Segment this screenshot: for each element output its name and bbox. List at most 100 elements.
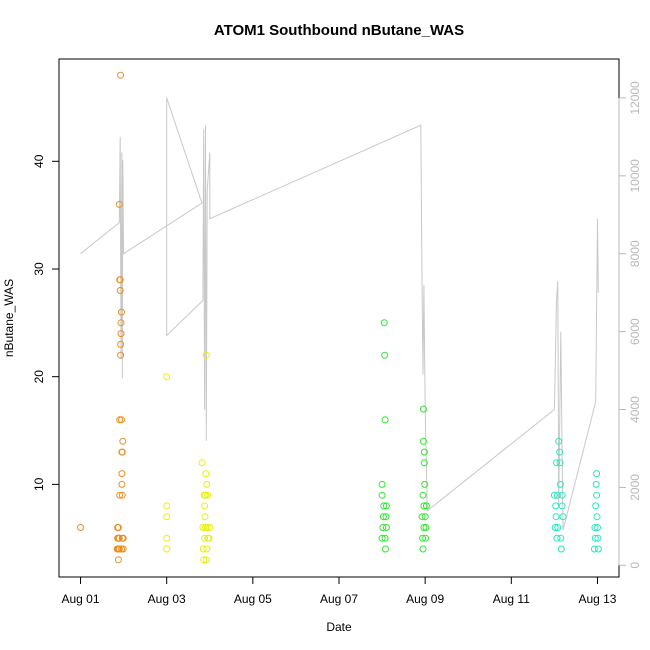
data-point	[420, 448, 428, 456]
data-point	[202, 470, 210, 478]
data-point	[382, 524, 390, 531]
x-tick-label: Aug 01	[62, 592, 100, 606]
data-point	[115, 534, 123, 542]
data-point	[420, 459, 428, 467]
data-point	[114, 556, 122, 564]
data-point	[553, 459, 560, 467]
plot-frame	[58, 58, 620, 578]
data-point	[205, 534, 213, 542]
data-point	[421, 513, 429, 521]
data-point	[419, 491, 427, 499]
y2-tick-label: 12000	[628, 81, 642, 115]
data-point	[593, 491, 601, 499]
secondary-line-layer	[80, 97, 599, 531]
data-point	[382, 513, 390, 521]
data-point	[114, 524, 122, 531]
data-point	[199, 524, 207, 531]
data-point	[382, 502, 390, 510]
x-tick-label: Aug 07	[320, 592, 358, 606]
data-point	[422, 534, 430, 542]
data-point	[557, 534, 565, 542]
data-point	[163, 513, 171, 521]
data-point	[115, 545, 123, 553]
data-point	[422, 524, 430, 531]
data-point	[555, 437, 563, 445]
x-tick-label: Aug 05	[234, 592, 272, 606]
data-point	[550, 491, 558, 499]
data-point	[116, 276, 124, 284]
data-point	[553, 491, 561, 499]
y-tick-label: 40	[32, 154, 46, 168]
data-point	[419, 405, 427, 413]
data-point	[558, 491, 566, 499]
data-point	[203, 480, 211, 488]
y2-tick-label: 10000	[628, 159, 642, 193]
data-point	[380, 319, 388, 327]
data-point	[198, 459, 206, 467]
data-point	[163, 534, 171, 542]
data-point	[117, 330, 125, 338]
data-point	[378, 534, 386, 542]
data-point	[418, 513, 426, 521]
data-point	[558, 502, 566, 510]
data-point	[201, 513, 209, 521]
x-tick-label: Aug 09	[406, 592, 444, 606]
data-point	[594, 545, 602, 553]
y2-tick-label: 4000	[628, 396, 642, 423]
data-point	[591, 524, 599, 531]
data-point	[381, 351, 389, 359]
x-axis: Aug 01 Aug 03 Aug 05 Aug 07 Aug 09 Aug 11 Aug …	[62, 576, 617, 606]
data-point	[118, 534, 126, 542]
data-point	[200, 556, 208, 564]
data-point	[590, 545, 598, 553]
y2-tick-label: 6000	[628, 318, 642, 345]
y-tick-label: 20	[32, 370, 46, 384]
data-point	[556, 480, 564, 488]
data-point	[118, 545, 125, 553]
secondary-series-line	[80, 97, 599, 531]
data-point	[552, 502, 560, 510]
data-point	[559, 513, 567, 521]
data-point	[115, 200, 123, 208]
data-point	[382, 545, 389, 553]
data-point	[163, 373, 171, 381]
data-point	[201, 502, 209, 510]
x-tick-label: Aug 13	[578, 592, 616, 606]
y-tick-label: 30	[32, 262, 46, 276]
data-point	[117, 340, 125, 348]
data-point	[381, 534, 389, 542]
data-point	[118, 448, 126, 456]
data-point	[419, 534, 427, 542]
data-point	[591, 534, 599, 542]
data-point	[379, 524, 387, 531]
data-point	[116, 491, 124, 499]
data-point	[419, 545, 427, 553]
data-point	[553, 534, 561, 542]
data-point	[204, 491, 212, 499]
data-point	[556, 459, 564, 467]
data-point	[206, 524, 214, 531]
data-point	[378, 491, 386, 499]
data-point	[119, 437, 127, 445]
data-point	[592, 502, 600, 510]
data-point	[77, 524, 84, 531]
data-point	[118, 480, 126, 488]
data-point	[118, 308, 125, 316]
y2-tick-label: 2000	[628, 474, 642, 501]
data-point	[593, 513, 601, 521]
data-point	[593, 470, 601, 478]
data-point	[163, 502, 171, 510]
data-point	[117, 71, 125, 79]
data-point	[420, 524, 428, 531]
data-point	[594, 534, 602, 542]
data-point	[420, 502, 428, 510]
data-point	[202, 351, 210, 359]
data-point	[421, 480, 429, 488]
data-point	[118, 470, 126, 478]
data-point	[556, 448, 564, 456]
data-point	[202, 556, 210, 564]
data-point	[551, 524, 559, 531]
data-point	[203, 524, 211, 531]
data-point	[379, 513, 387, 521]
